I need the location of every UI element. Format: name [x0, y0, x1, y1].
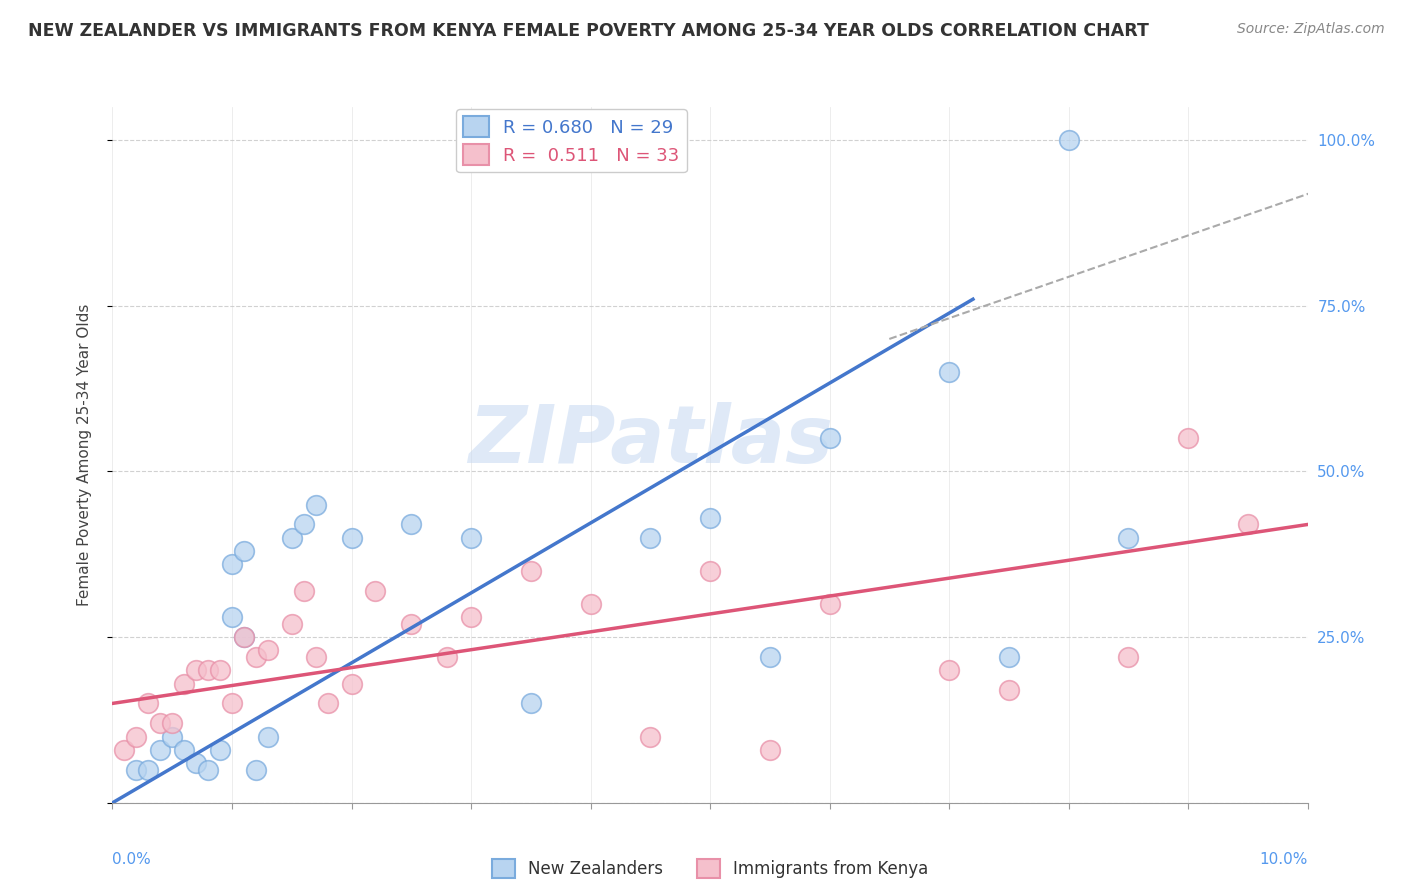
Point — [460, 610, 482, 624]
Point — [257, 730, 280, 744]
Point — [460, 531, 482, 545]
Point — [401, 616, 423, 631]
Point — [114, 743, 135, 757]
Point — [699, 511, 721, 525]
Point — [818, 431, 841, 445]
Point — [340, 676, 363, 690]
Point — [138, 697, 160, 711]
Point — [759, 743, 782, 757]
Point — [1177, 431, 1199, 445]
Point — [233, 544, 256, 558]
Point — [208, 663, 231, 677]
Point — [1116, 531, 1139, 545]
Point — [759, 650, 782, 665]
Point — [173, 743, 195, 757]
Point — [186, 756, 208, 770]
Point — [436, 650, 458, 665]
Point — [292, 517, 315, 532]
Point — [173, 676, 195, 690]
Point — [638, 730, 662, 744]
Text: NEW ZEALANDER VS IMMIGRANTS FROM KENYA FEMALE POVERTY AMONG 25-34 YEAR OLDS CORR: NEW ZEALANDER VS IMMIGRANTS FROM KENYA F… — [28, 22, 1149, 40]
Point — [186, 663, 208, 677]
Point — [938, 663, 960, 677]
Point — [233, 630, 256, 644]
Point — [520, 564, 543, 578]
Point — [1057, 133, 1080, 147]
Point — [579, 597, 602, 611]
Point — [149, 743, 172, 757]
Point — [125, 730, 148, 744]
Point — [316, 697, 339, 711]
Point — [1116, 650, 1139, 665]
Point — [233, 630, 256, 644]
Point — [245, 650, 267, 665]
Point — [364, 583, 387, 598]
Y-axis label: Female Poverty Among 25-34 Year Olds: Female Poverty Among 25-34 Year Olds — [77, 304, 91, 606]
Point — [1237, 517, 1260, 532]
Point — [245, 763, 267, 777]
Point — [638, 531, 662, 545]
Text: 0.0%: 0.0% — [112, 852, 152, 866]
Point — [221, 610, 243, 624]
Point — [221, 558, 243, 572]
Legend: New Zealanders, Immigrants from Kenya: New Zealanders, Immigrants from Kenya — [485, 853, 935, 885]
Point — [281, 616, 304, 631]
Point — [208, 743, 231, 757]
Point — [292, 583, 315, 598]
Text: Source: ZipAtlas.com: Source: ZipAtlas.com — [1237, 22, 1385, 37]
Point — [401, 517, 423, 532]
Text: ZIPatlas: ZIPatlas — [468, 402, 832, 480]
Point — [699, 564, 721, 578]
Point — [998, 650, 1021, 665]
Point — [304, 650, 326, 665]
Text: 10.0%: 10.0% — [1260, 852, 1308, 866]
Point — [938, 365, 960, 379]
Point — [304, 498, 326, 512]
Point — [162, 730, 183, 744]
Point — [818, 597, 841, 611]
Point — [125, 763, 148, 777]
Point — [197, 763, 219, 777]
Point — [138, 763, 160, 777]
Point — [520, 697, 543, 711]
Point — [340, 531, 363, 545]
Point — [257, 643, 280, 657]
Point — [281, 531, 304, 545]
Point — [162, 716, 183, 731]
Point — [197, 663, 219, 677]
Point — [998, 683, 1021, 698]
Point — [149, 716, 172, 731]
Point — [221, 697, 243, 711]
